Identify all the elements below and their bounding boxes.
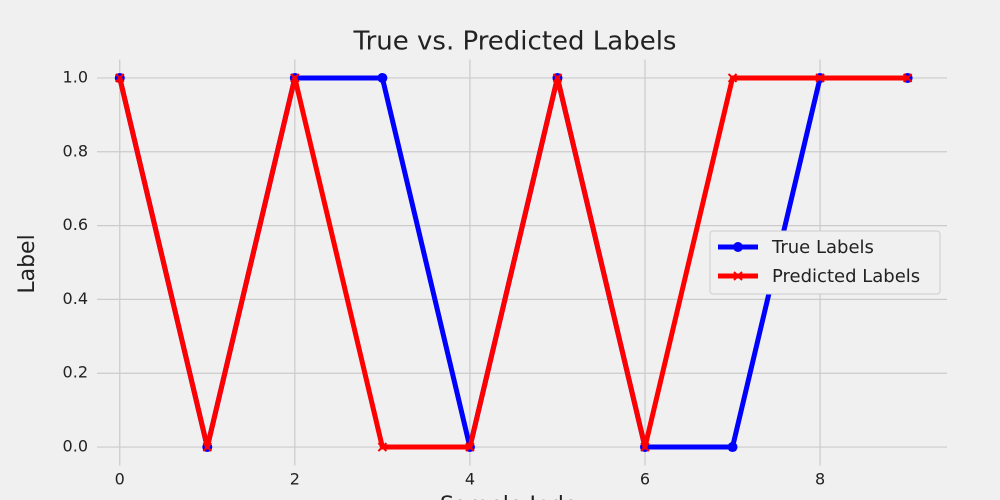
- y-tick-label: 1.0: [63, 67, 88, 86]
- marker: [465, 442, 475, 452]
- x-tick-label: 2: [290, 470, 300, 489]
- x-tick-label: 4: [465, 470, 475, 489]
- legend-marker: [733, 271, 743, 281]
- legend-box: [709, 230, 941, 295]
- marker: [377, 442, 388, 452]
- y-tick-label: 0.6: [63, 215, 88, 234]
- y-tick-label: 0.2: [63, 363, 88, 382]
- y-tick-label: 0.8: [63, 141, 88, 160]
- chart-title: True vs. Predicted Labels: [353, 27, 677, 57]
- x-tick-label: 6: [640, 470, 650, 489]
- y-tick-label: 0.4: [63, 289, 88, 308]
- y-tick-label: 0.0: [63, 437, 88, 456]
- x-tick-label: 0: [115, 470, 125, 489]
- marker: [290, 73, 300, 83]
- legend-marker: [733, 242, 743, 252]
- marker: [115, 73, 125, 83]
- x-axis-label: Sample Index: [440, 493, 590, 500]
- marker: [815, 73, 825, 83]
- legend-label: Predicted Labels: [772, 266, 920, 287]
- marker: [727, 442, 738, 453]
- marker: [727, 73, 738, 83]
- marker: [552, 73, 563, 83]
- x-tick-label: 8: [815, 470, 825, 489]
- marker: [377, 72, 388, 83]
- legend-label: True Labels: [771, 237, 874, 258]
- marker: [202, 442, 213, 452]
- y-axis-label: Label: [15, 234, 40, 293]
- series-line: [117, 75, 908, 450]
- marker: [902, 73, 913, 83]
- marker: [640, 442, 650, 452]
